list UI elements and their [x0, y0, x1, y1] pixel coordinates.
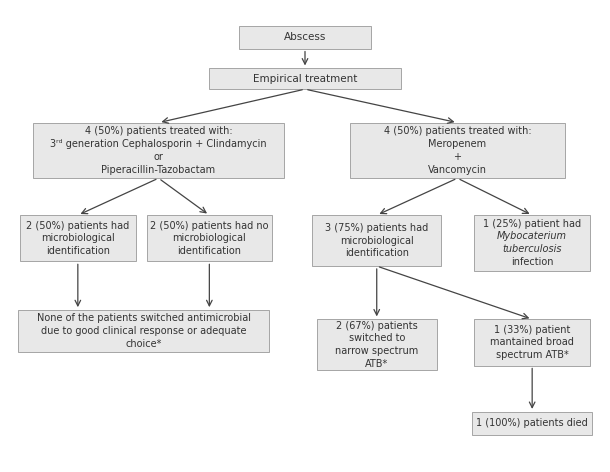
FancyBboxPatch shape	[474, 319, 590, 365]
Text: 1 (33%) patient
mantained broad
spectrum ATB*: 1 (33%) patient mantained broad spectrum…	[490, 325, 574, 360]
Text: 1 (25%) patient had: 1 (25%) patient had	[483, 219, 581, 228]
Text: 2 (50%) patients had no
microbiological
identification: 2 (50%) patients had no microbiological …	[150, 220, 268, 256]
FancyBboxPatch shape	[146, 215, 272, 261]
Text: 4 (50%) patients treated with:
3ʳᵈ generation Cephalosporin + Clindamycin
or
Pip: 4 (50%) patients treated with: 3ʳᵈ gener…	[50, 126, 267, 175]
FancyBboxPatch shape	[472, 412, 592, 435]
Text: tuberculosis: tuberculosis	[503, 244, 562, 254]
FancyBboxPatch shape	[20, 215, 136, 261]
Text: 4 (50%) patients treated with:
Meropenem
+
Vancomycin: 4 (50%) patients treated with: Meropenem…	[384, 126, 531, 175]
Text: Empirical treatment: Empirical treatment	[253, 74, 357, 84]
FancyBboxPatch shape	[474, 215, 590, 271]
FancyBboxPatch shape	[317, 319, 437, 370]
Text: 2 (50%) patients had
microbiological
identification: 2 (50%) patients had microbiological ide…	[26, 220, 129, 256]
Text: 1 (100%) patients died: 1 (100%) patients died	[476, 418, 588, 428]
Text: Mybocaterium: Mybocaterium	[497, 231, 567, 242]
Text: infection: infection	[511, 257, 553, 267]
Text: None of the patients switched antimicrobial
due to good clinical response or ade: None of the patients switched antimicrob…	[37, 313, 251, 349]
Text: 2 (67%) patients
switched to
narrow spectrum
ATB*: 2 (67%) patients switched to narrow spec…	[335, 320, 418, 369]
FancyBboxPatch shape	[312, 215, 441, 266]
Text: 3 (75%) patients had
microbiological
identification: 3 (75%) patients had microbiological ide…	[325, 223, 428, 259]
FancyBboxPatch shape	[209, 68, 401, 89]
FancyBboxPatch shape	[18, 310, 269, 352]
FancyBboxPatch shape	[239, 25, 371, 49]
Text: Abscess: Abscess	[284, 32, 326, 42]
FancyBboxPatch shape	[33, 123, 284, 178]
FancyBboxPatch shape	[350, 123, 565, 178]
